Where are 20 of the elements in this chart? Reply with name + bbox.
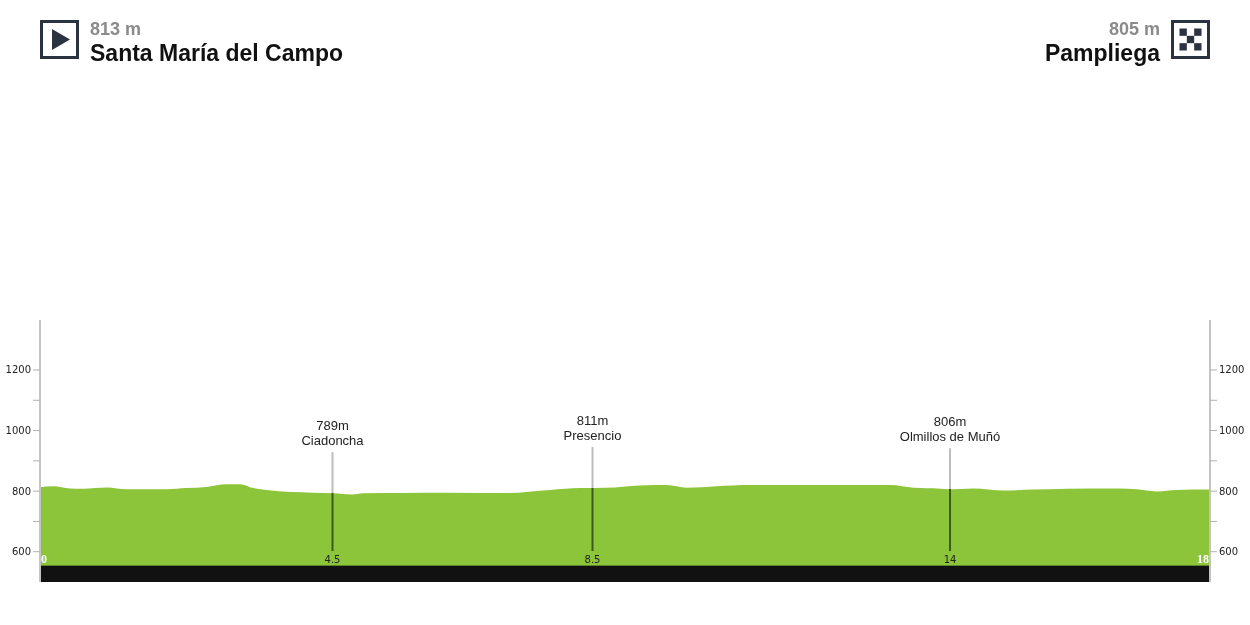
x-tick-label: 4.5 — [324, 554, 341, 565]
y-tick-label: 600 — [11, 546, 31, 558]
y2-tick-label: 1000 — [1219, 425, 1245, 437]
x-tick-label: 0 — [41, 552, 47, 566]
ref-line-label: 789m Ciadoncha — [301, 418, 365, 449]
chart-title: Santa María del Campo — [90, 40, 344, 66]
x-tick-label: 18 — [1197, 552, 1209, 566]
y2-tick-label: 600 — [1219, 546, 1239, 558]
x-tick-label: 14 — [943, 554, 957, 565]
ref-line-label: 811m Presencio — [563, 412, 622, 443]
y-tick-label: 1000 — [5, 425, 31, 437]
y-tick-label: 800 — [11, 485, 31, 497]
chart-subtitle: 813 m — [90, 19, 142, 39]
y2-tick-label: 1200 — [1219, 364, 1245, 376]
text: Pampliega — [1044, 40, 1161, 66]
ref-line-label: 806m Olmillos de Muñó — [899, 414, 1001, 445]
y2-tick-label: 800 — [1219, 485, 1239, 497]
x-tick-label: 8.5 — [584, 554, 601, 565]
y-tick-label: 1200 — [5, 364, 31, 376]
text: 805 m — [1108, 19, 1160, 39]
